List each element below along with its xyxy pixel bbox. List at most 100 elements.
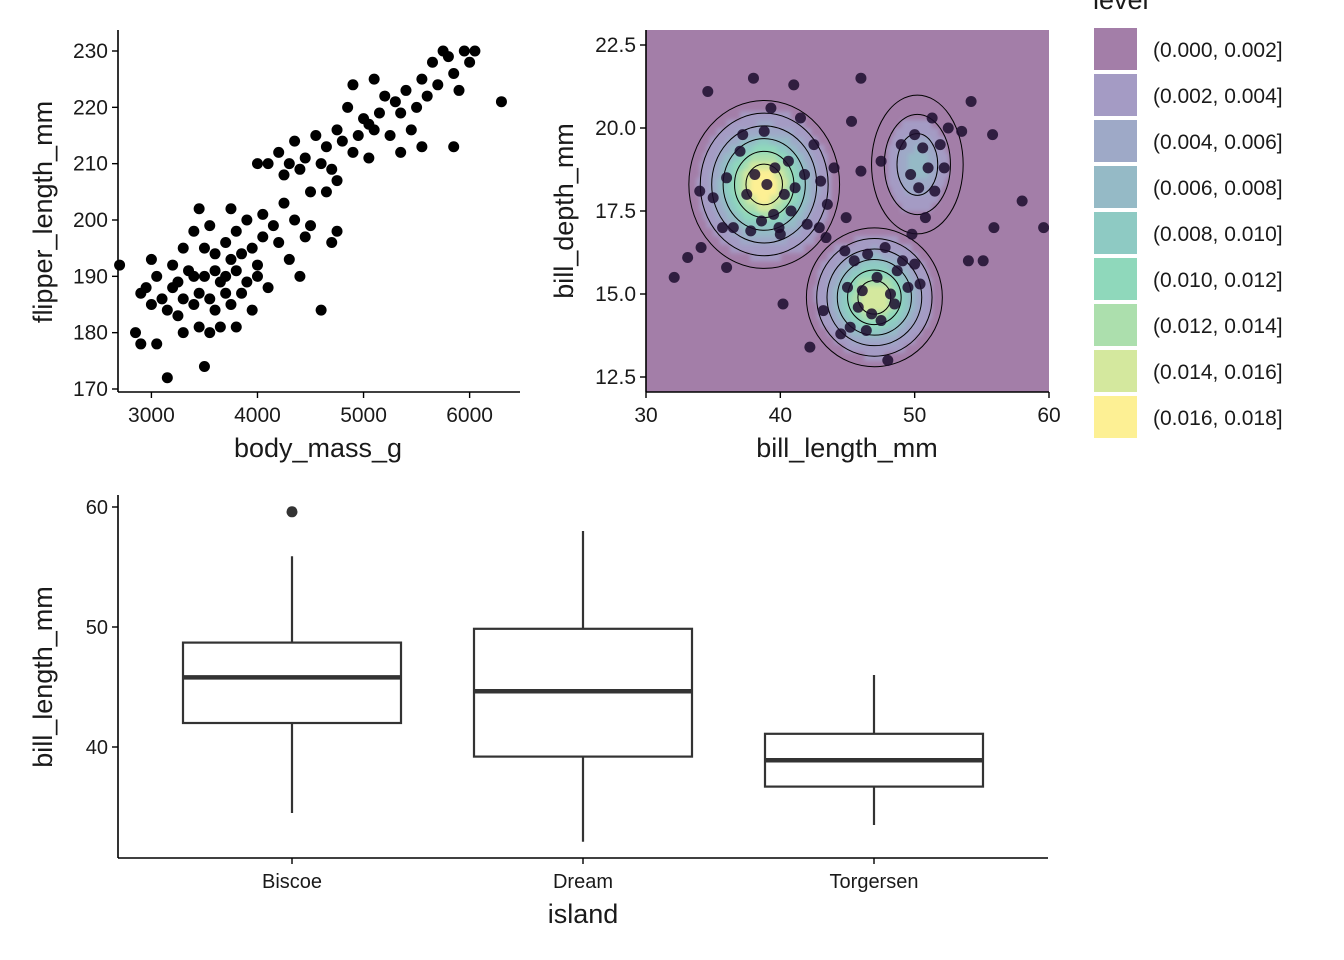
density-cell <box>847 310 852 320</box>
density-cell <box>746 244 751 254</box>
density-cell <box>716 177 721 187</box>
density-x-tick-label: 60 <box>1037 404 1060 427</box>
legend-label: (0.000, 0.002] <box>1153 39 1283 62</box>
density-cell <box>827 327 832 337</box>
density-cell <box>894 285 899 295</box>
density-cell <box>787 219 792 229</box>
density-cell <box>928 152 933 162</box>
density-cell <box>783 169 788 179</box>
density-cell <box>938 169 943 179</box>
density-cell <box>797 177 802 187</box>
density-cell <box>776 169 781 179</box>
density-cell <box>750 152 755 162</box>
density-point <box>875 155 887 167</box>
scatter-point <box>188 270 200 282</box>
density-point <box>707 192 719 204</box>
density-cell <box>706 219 711 229</box>
density-cell <box>793 194 798 204</box>
density-cell <box>891 335 896 345</box>
density-cell <box>740 161 744 171</box>
density-cell <box>807 136 812 146</box>
density-cell <box>743 227 748 237</box>
density-cell <box>837 318 842 328</box>
density-cell <box>901 177 906 187</box>
density-cell <box>847 343 852 353</box>
density-cell <box>911 119 916 129</box>
density-point <box>1038 222 1049 234</box>
density-cell <box>800 202 805 212</box>
density-cell <box>907 177 912 187</box>
density-cell <box>860 310 865 320</box>
density-cell <box>823 211 828 220</box>
scatter-point <box>209 304 221 316</box>
density-cell <box>770 219 775 229</box>
density-cell <box>807 227 812 237</box>
density-point <box>668 271 680 283</box>
density-cell <box>931 152 936 162</box>
scatter-point <box>278 197 290 209</box>
density-cell <box>800 119 805 129</box>
density-cell <box>783 128 788 137</box>
density-cell <box>810 235 815 245</box>
density-cell <box>817 269 822 278</box>
scatter-point <box>262 158 274 170</box>
density-cell <box>736 119 741 129</box>
density-cell <box>776 119 781 129</box>
density-cell <box>891 152 896 162</box>
density-cell <box>820 269 825 278</box>
density-cell <box>877 335 882 345</box>
density-cell <box>871 285 875 295</box>
scatter-y-tick-label: 170 <box>73 378 108 401</box>
density-cell <box>918 202 922 212</box>
density-cell <box>763 161 768 171</box>
density-cell <box>901 202 906 212</box>
density-cell <box>907 294 912 303</box>
density-cell <box>914 194 919 204</box>
scatter-point <box>167 259 179 271</box>
density-cell <box>776 111 781 121</box>
density-cell <box>877 252 882 262</box>
density-cell <box>887 343 892 353</box>
density-cell <box>924 119 929 129</box>
density-cell <box>740 219 744 229</box>
density-cell <box>934 144 939 154</box>
density-cell <box>756 128 761 137</box>
density-cell <box>907 202 912 212</box>
density-cell <box>713 227 718 237</box>
density-cell <box>914 302 919 312</box>
density-cell <box>867 343 872 353</box>
density-cell <box>783 136 788 146</box>
scatter-point <box>442 51 454 63</box>
density-cell <box>918 327 922 337</box>
density-cell <box>867 269 872 278</box>
density-cell <box>770 186 775 195</box>
density-cell <box>696 177 701 187</box>
density-point <box>702 85 714 97</box>
density-cell <box>783 119 788 129</box>
density-cell <box>827 294 832 303</box>
density-cell <box>884 235 889 245</box>
legend-title: level <box>1093 0 1149 15</box>
density-cell <box>743 152 748 162</box>
density-cell <box>716 202 721 212</box>
legend-label: (0.002, 0.004] <box>1153 85 1283 108</box>
density-cell <box>729 177 734 187</box>
density-points <box>668 72 1049 366</box>
density-point <box>852 301 864 313</box>
density-cell <box>740 119 744 129</box>
density-point <box>694 185 706 197</box>
density-cell <box>837 269 842 278</box>
density-cell <box>746 111 751 121</box>
density-cell <box>897 318 902 328</box>
density-cell <box>790 235 795 245</box>
density-cell <box>800 161 805 171</box>
scatter-point <box>273 146 285 158</box>
density-cell <box>844 327 849 337</box>
density-cell <box>716 136 721 146</box>
density-point <box>855 72 867 84</box>
density-cell <box>790 144 795 154</box>
density-cell <box>736 235 741 245</box>
level-legend: level (0.000, 0.002] (0.002, 0.004] (0.004… <box>1093 0 1283 438</box>
density-cell <box>733 202 738 212</box>
density-cell <box>914 285 919 295</box>
